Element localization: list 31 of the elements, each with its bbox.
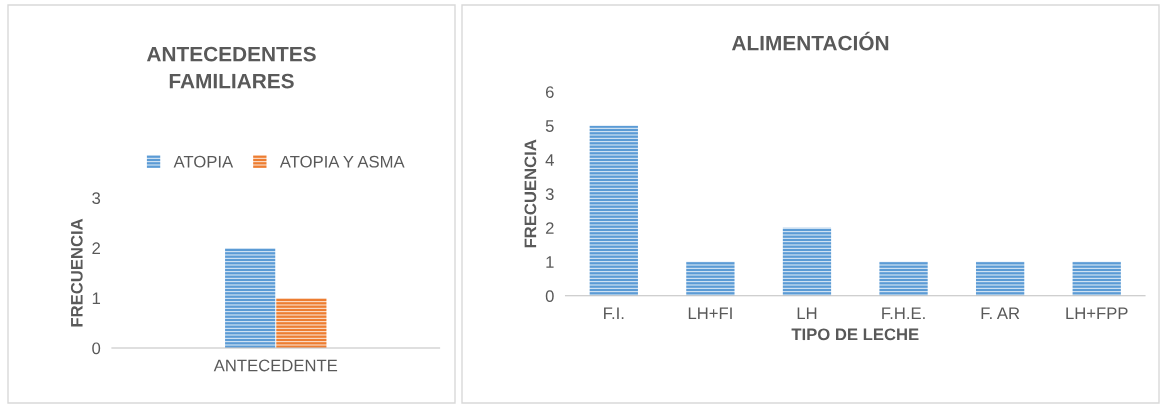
bar bbox=[782, 227, 832, 296]
bar bbox=[589, 125, 638, 296]
bar bbox=[686, 261, 735, 296]
chart-title: ALIMENTACIÓN bbox=[731, 31, 889, 51]
x-tick-label: ANTECEDENTE bbox=[213, 359, 338, 372]
y-tick-label: 0 bbox=[92, 342, 101, 355]
x-tick-label: LH+FI bbox=[688, 307, 732, 319]
legend-label: ATOPIA bbox=[173, 155, 234, 168]
chart-title: ANTECEDENTES FAMILIARES bbox=[146, 46, 316, 89]
y-tick-label: 5 bbox=[545, 120, 554, 132]
x-tick-label: F.I. bbox=[604, 307, 624, 319]
y-axis-title: FRECUENCIA bbox=[70, 218, 83, 327]
y-tick-label: 3 bbox=[545, 188, 554, 200]
y-tick-label: 1 bbox=[92, 292, 101, 305]
bar bbox=[975, 261, 1025, 296]
y-axis-title: FRECUENCIA bbox=[524, 139, 537, 248]
x-tick-label: F. AR bbox=[981, 307, 1020, 319]
x-tick-label: LH bbox=[797, 307, 817, 319]
x-tick-label: LH+FPP bbox=[1066, 307, 1128, 319]
legend-label: ATOPIA Y ASMA bbox=[279, 155, 405, 168]
y-tick-label: 3 bbox=[92, 192, 101, 205]
bar bbox=[1072, 261, 1121, 296]
y-tick-label: 4 bbox=[545, 154, 554, 166]
x-axis-title: TIPO DE LECHE bbox=[791, 328, 919, 341]
y-tick-label: 2 bbox=[545, 222, 554, 234]
y-tick-label: 6 bbox=[545, 86, 554, 98]
y-tick-label: 2 bbox=[92, 242, 100, 254]
y-tick-label: 0 bbox=[545, 290, 554, 302]
bar bbox=[879, 261, 928, 296]
y-tick-label: 1 bbox=[546, 256, 554, 268]
x-tick-label: F.H.E. bbox=[882, 307, 925, 319]
